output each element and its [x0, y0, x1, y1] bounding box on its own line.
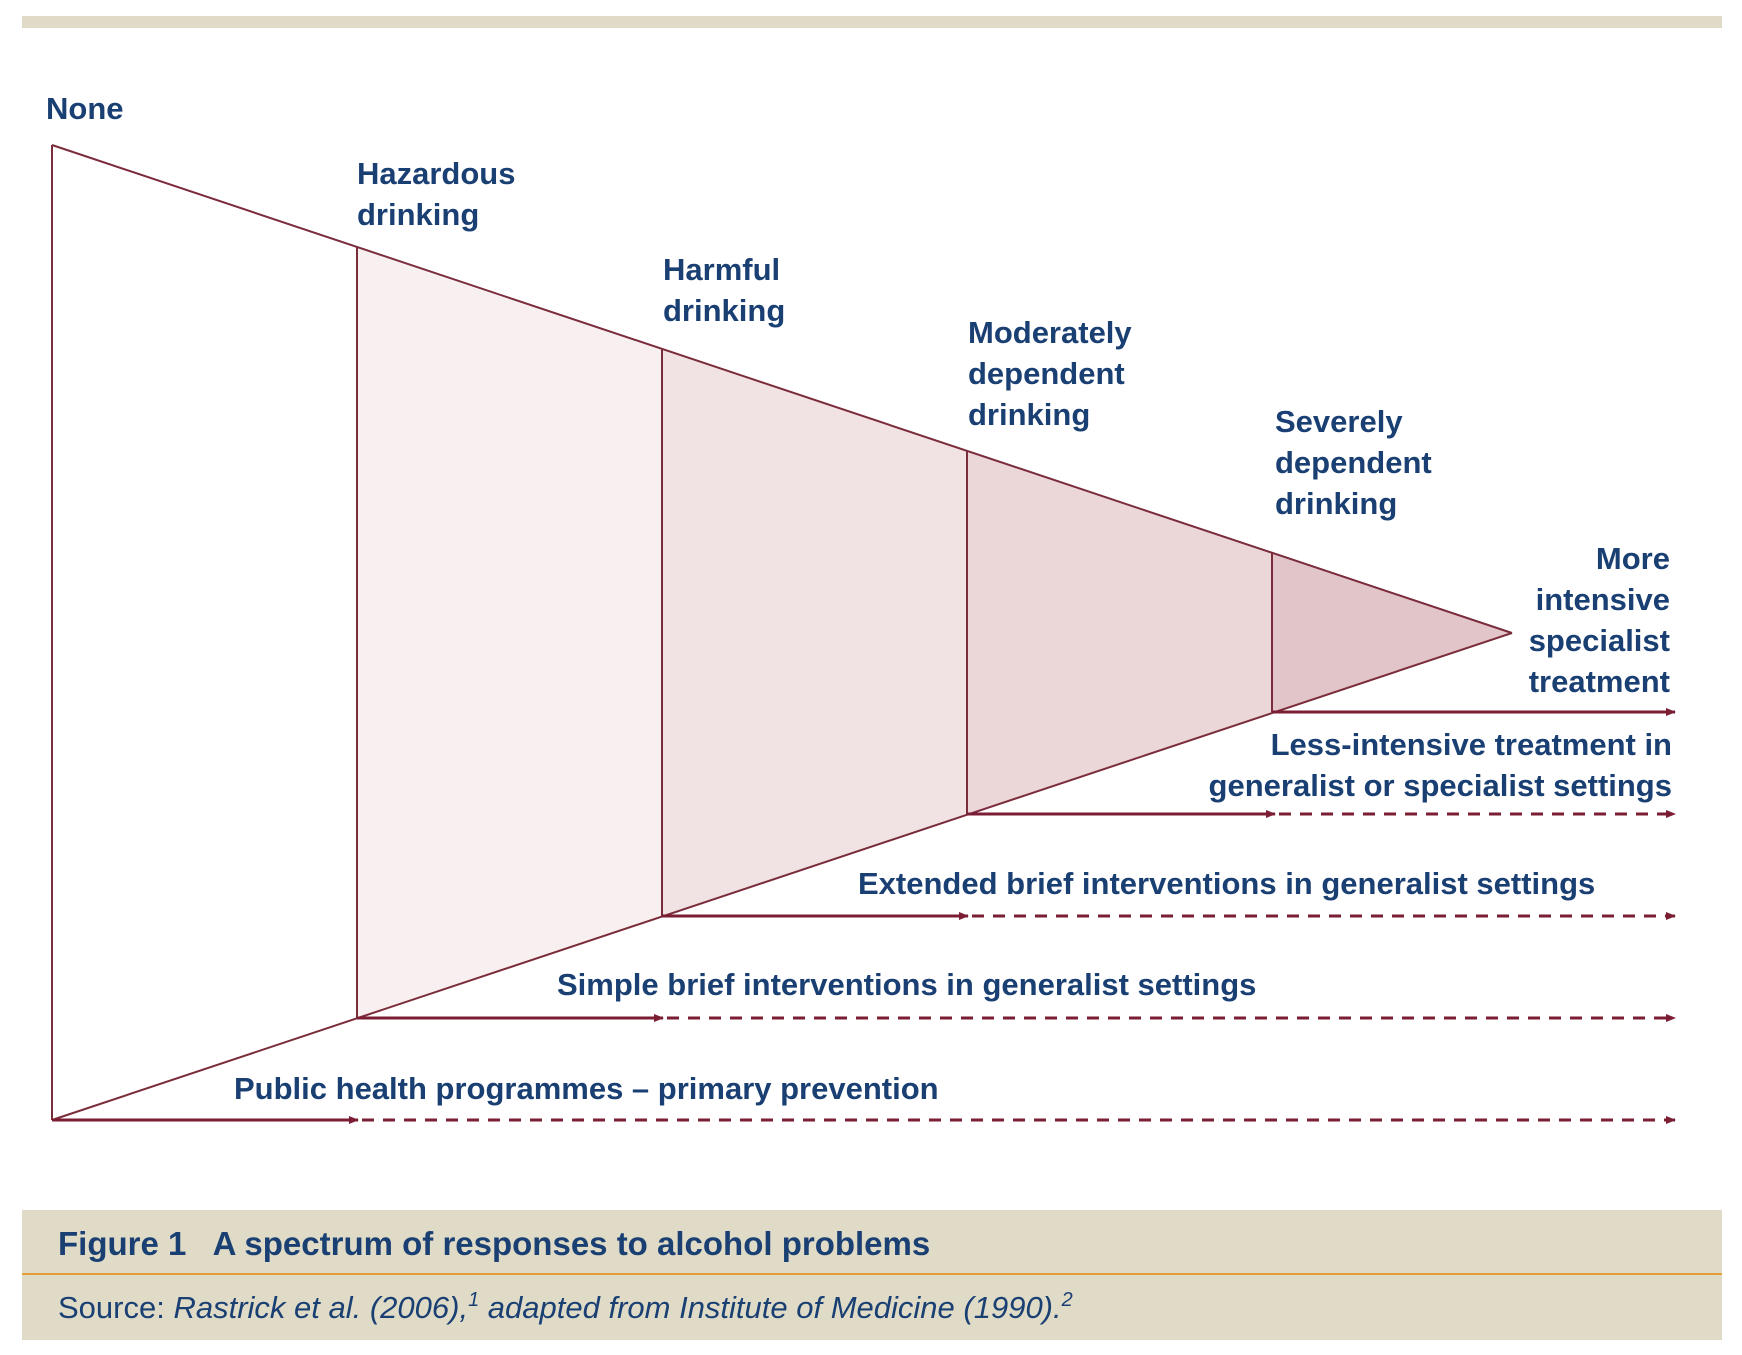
figure-caption: Figure 1 A spectrum of responses to alco…: [22, 1210, 1722, 1340]
figure-number: Figure 1: [58, 1225, 187, 1262]
response-label-specialist: More intensive specialist treatment: [1528, 541, 1670, 699]
response-label-less-intensive: Less-intensive treatment in generalist o…: [1208, 727, 1672, 803]
response-label-extended-brief: Extended brief interventions in generali…: [858, 866, 1596, 901]
source-ref-iom: adapted from Institute of Medicine (1990…: [479, 1290, 1062, 1325]
response-label-public-health: Public health programmes – primary preve…: [234, 1071, 939, 1106]
stage-label-hazardous: Hazardous drinking: [357, 156, 516, 232]
caption-source: Source: Rastrick et al. (2006),1 adapted…: [58, 1288, 1073, 1328]
triangle-bottom-edge: [51, 632, 1513, 1121]
harmful-segment: [662, 349, 967, 916]
source-ref-rastrick: Rastrick et al. (2006),: [173, 1290, 469, 1325]
caption-rule: [22, 1273, 1722, 1275]
hazardous-segment: [357, 247, 662, 1018]
source-footnote-1: 1: [468, 1289, 480, 1311]
moderate-segment: [967, 451, 1272, 814]
severe-segment: [1272, 553, 1512, 712]
top-rule: [22, 16, 1722, 28]
response-label-simple-brief: Simple brief interventions in generalist…: [557, 967, 1257, 1002]
triangle-top-edge: [51, 144, 1513, 634]
stage-label-none: None: [46, 91, 124, 126]
stage-label-severe: Severely dependent drinking: [1275, 404, 1432, 521]
stage-label-harmful: Harmful drinking: [663, 252, 786, 328]
source-prefix: Source:: [58, 1290, 174, 1325]
stage-label-moderate: Moderately dependent drinking: [968, 315, 1132, 432]
figure-title: A spectrum of responses to alcohol probl…: [212, 1225, 931, 1262]
caption-title-line: Figure 1 A spectrum of responses to alco…: [58, 1224, 930, 1264]
source-footnote-2: 2: [1061, 1289, 1073, 1311]
